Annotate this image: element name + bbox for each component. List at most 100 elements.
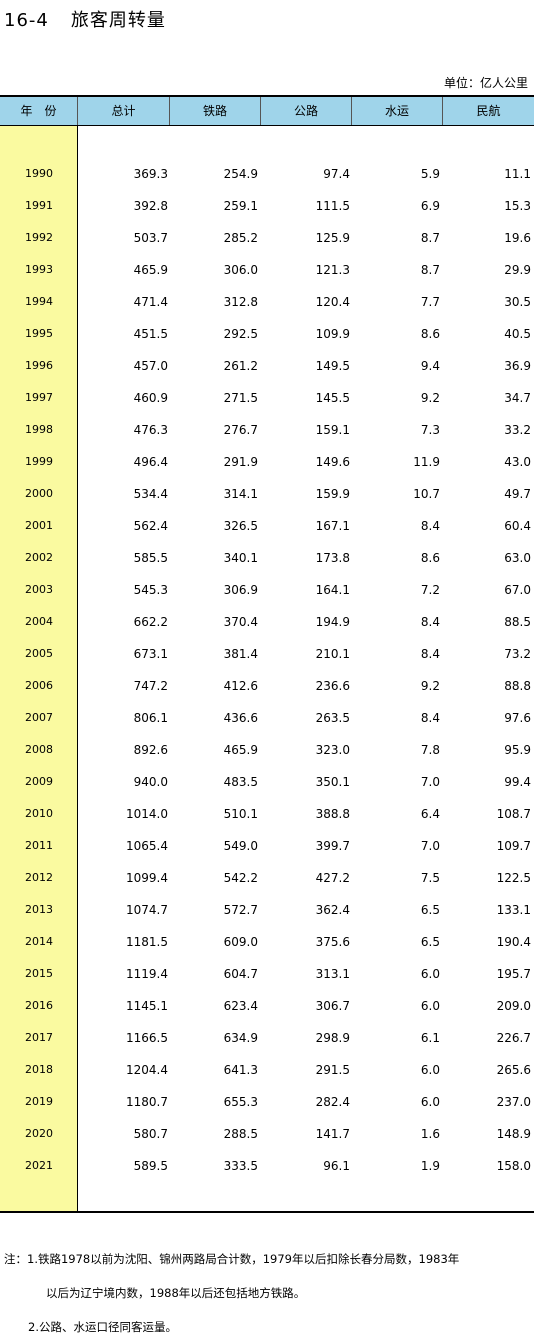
cell-highway: 159.9 — [315, 487, 350, 501]
cell-year: 2011 — [25, 839, 53, 852]
cell-railway: 285.2 — [223, 231, 258, 245]
cell-highway: 120.4 — [315, 295, 350, 309]
cell-highway: 263.5 — [315, 711, 350, 725]
cell-railway: 465.9 — [223, 743, 258, 757]
cell-total: 806.1 — [133, 711, 168, 725]
cell-year: 2006 — [25, 679, 53, 692]
table-row: 2016 1145.1 623.4 306.7 6.0 209.0 — [0, 990, 534, 1022]
cell-total: 580.7 — [133, 1127, 168, 1141]
cell-total: 1145.1 — [126, 999, 168, 1013]
cell-aviation: 108.7 — [496, 807, 531, 821]
cell-waterway: 1.6 — [420, 1127, 440, 1141]
cell-railway: 609.0 — [223, 935, 258, 949]
cell-aviation: 226.7 — [496, 1031, 531, 1045]
cell-waterway: 7.0 — [420, 839, 440, 853]
cell-waterway: 9.2 — [420, 391, 440, 405]
cell-aviation: 33.2 — [504, 423, 531, 437]
table-row: 2015 1119.4 604.7 313.1 6.0 195.7 — [0, 958, 534, 990]
cell-aviation: 122.5 — [496, 871, 531, 885]
cell-waterway: 6.5 — [420, 935, 440, 949]
cell-year: 2013 — [25, 903, 53, 916]
cell-railway: 291.9 — [223, 455, 258, 469]
table-row: 1994 471.4 312.8 120.4 7.7 30.5 — [0, 286, 534, 318]
cell-total: 1181.5 — [126, 935, 168, 949]
cell-highway: 236.6 — [315, 679, 350, 693]
cell-railway: 604.7 — [223, 967, 258, 981]
table-number: 16-4 — [4, 10, 49, 31]
cell-waterway: 6.0 — [420, 999, 440, 1013]
cell-aviation: 15.3 — [504, 199, 531, 213]
table-row: 1993 465.9 306.0 121.3 8.7 29.9 — [0, 254, 534, 286]
table-row: 1997 460.9 271.5 145.5 9.2 34.7 — [0, 382, 534, 414]
cell-aviation: 34.7 — [504, 391, 531, 405]
cell-total: 465.9 — [133, 263, 168, 277]
cell-total: 747.2 — [133, 679, 168, 693]
cell-highway: 167.1 — [315, 519, 350, 533]
column-header-railway: 铁路 — [170, 97, 261, 125]
cell-year: 2019 — [25, 1095, 53, 1108]
cell-total: 1180.7 — [126, 1095, 168, 1109]
cell-highway: 298.9 — [315, 1031, 350, 1045]
cell-highway: 149.5 — [315, 359, 350, 373]
cell-waterway: 6.0 — [420, 1095, 440, 1109]
cell-railway: 276.7 — [223, 423, 258, 437]
cell-railway: 306.0 — [223, 263, 258, 277]
cell-waterway: 8.4 — [420, 647, 440, 661]
cell-aviation: 49.7 — [504, 487, 531, 501]
cell-highway: 388.8 — [315, 807, 350, 821]
cell-waterway: 11.9 — [413, 455, 440, 469]
cell-year: 1992 — [25, 231, 53, 244]
table-row: 2020 580.7 288.5 141.7 1.6 148.9 — [0, 1118, 534, 1150]
cell-total: 496.4 — [133, 455, 168, 469]
cell-railway: 259.1 — [223, 199, 258, 213]
cell-total: 534.4 — [133, 487, 168, 501]
cell-highway: 427.2 — [315, 871, 350, 885]
cell-aviation: 88.8 — [504, 679, 531, 693]
cell-total: 1204.4 — [126, 1063, 168, 1077]
cell-year: 2005 — [25, 647, 53, 660]
cell-year: 2010 — [25, 807, 53, 820]
cell-year: 2001 — [25, 519, 53, 532]
cell-aviation: 88.5 — [504, 615, 531, 629]
table-row: 1999 496.4 291.9 149.6 11.9 43.0 — [0, 446, 534, 478]
cell-year: 1993 — [25, 263, 53, 276]
table-row: 2007 806.1 436.6 263.5 8.4 97.6 — [0, 702, 534, 734]
cell-year: 2007 — [25, 711, 53, 724]
cell-waterway: 8.4 — [420, 519, 440, 533]
cell-railway: 261.2 — [223, 359, 258, 373]
cell-waterway: 8.7 — [420, 263, 440, 277]
cell-aviation: 67.0 — [504, 583, 531, 597]
cell-highway: 282.4 — [315, 1095, 350, 1109]
note-1-line-1: 注：1.铁路1978以前为沈阳、锦州两路局合计数，1979年以后扣除长春分局数，… — [4, 1252, 460, 1266]
cell-railway: 655.3 — [223, 1095, 258, 1109]
cell-aviation: 237.0 — [496, 1095, 531, 1109]
cell-aviation: 99.4 — [504, 775, 531, 789]
cell-total: 1014.0 — [126, 807, 168, 821]
cell-highway: 159.1 — [315, 423, 350, 437]
cell-aviation: 43.0 — [504, 455, 531, 469]
cell-railway: 436.6 — [223, 711, 258, 725]
cell-highway: 323.0 — [315, 743, 350, 757]
cell-year: 2015 — [25, 967, 53, 980]
cell-railway: 412.6 — [223, 679, 258, 693]
cell-railway: 292.5 — [223, 327, 258, 341]
cell-waterway: 7.8 — [420, 743, 440, 757]
cell-aviation: 73.2 — [504, 647, 531, 661]
bottom-rule — [0, 1211, 534, 1213]
table-row: 2014 1181.5 609.0 375.6 6.5 190.4 — [0, 926, 534, 958]
cell-waterway: 8.6 — [420, 327, 440, 341]
cell-year: 2020 — [25, 1127, 53, 1140]
cell-aviation: 95.9 — [504, 743, 531, 757]
cell-highway: 306.7 — [315, 999, 350, 1013]
cell-waterway: 9.2 — [420, 679, 440, 693]
cell-highway: 109.9 — [315, 327, 350, 341]
cell-total: 673.1 — [133, 647, 168, 661]
cell-aviation: 11.1 — [504, 167, 531, 181]
cell-waterway: 9.4 — [420, 359, 440, 373]
cell-aviation: 30.5 — [504, 295, 531, 309]
cell-waterway: 1.9 — [420, 1159, 440, 1173]
cell-total: 562.4 — [133, 519, 168, 533]
cell-year: 1995 — [25, 327, 53, 340]
cell-highway: 164.1 — [315, 583, 350, 597]
cell-year: 1996 — [25, 359, 53, 372]
